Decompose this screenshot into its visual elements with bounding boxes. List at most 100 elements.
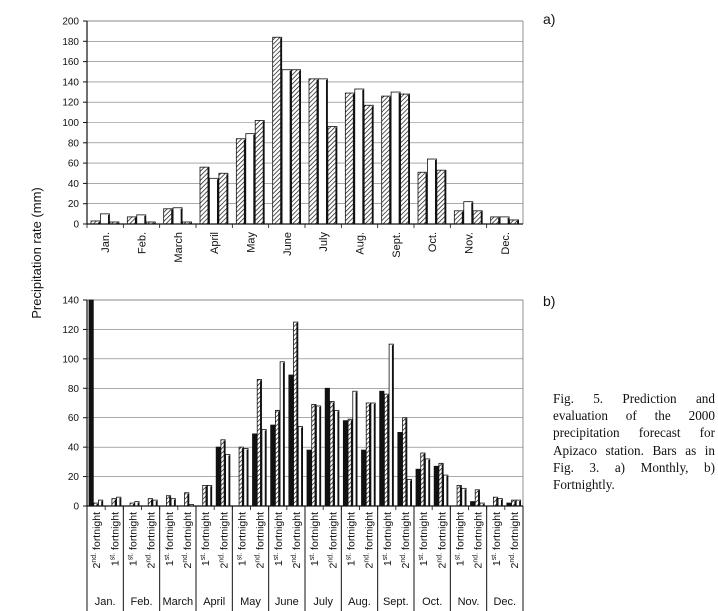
fortnightly-bar (397, 432, 403, 507)
monthly-bar-shade (107, 214, 110, 224)
fortnight-number: 2 (400, 562, 412, 568)
monthly-bar-shade (207, 168, 210, 224)
fortnightly-bar-shade (514, 501, 516, 506)
monthly-bar-shade (171, 209, 173, 224)
fortnightly-bar-shade (496, 498, 498, 506)
fortnight-number: 2 (364, 562, 376, 568)
fortnightly-y-tick-label: 100 (62, 354, 79, 365)
fortnight-word: fortnight (200, 512, 212, 553)
fortnight-suffix: nd. (509, 553, 516, 563)
monthly-x-tick-label: Oct. (427, 232, 439, 252)
monthly-y-tick-label: 40 (68, 179, 80, 190)
fortnightly-bar-shade (282, 362, 285, 506)
fortnight-number: 2 (291, 562, 303, 568)
fortnight-suffix: nd. (182, 553, 189, 563)
monthly-y-tick-label: 60 (68, 159, 80, 170)
monthly-bar-shade (289, 70, 292, 224)
fortnightly-x-tick-label: 2nd. fortnight (400, 512, 412, 569)
fortnight-word: fortnight (273, 512, 285, 553)
fortnight-word: fortnight (309, 512, 321, 553)
fortnight-suffix: st. (418, 553, 425, 560)
fortnightly-x-tick-label: 1st. fortnight (164, 512, 176, 566)
fortnightly-bar-shade (410, 480, 412, 506)
monthly-bar-shade (517, 220, 519, 224)
monthly-bar-shade (216, 179, 219, 224)
fortnightly-x-tick-label: 2nd. fortnight (182, 512, 194, 569)
monthly-bar-shade (335, 127, 337, 224)
monthly-bar-shade (398, 93, 401, 224)
fortnight-suffix: st. (382, 553, 389, 560)
fortnightly-bar-shade (441, 464, 444, 506)
monthly-bar-shade (444, 171, 446, 224)
fortnightly-x-tick-label: 2nd. fortnight (291, 512, 303, 569)
fortnightly-bar-shade (173, 499, 176, 506)
monthly-bar-shade (226, 174, 228, 224)
fortnightly-bar-shade (337, 411, 339, 506)
fortnight-number: 2 (182, 562, 194, 568)
fortnightly-x-tick-label: 1st. fortnight (345, 512, 357, 566)
fortnight-number: 2 (509, 562, 521, 568)
fortnightly-x-tick-label: 2nd. fortnight (473, 512, 485, 569)
fortnight-suffix: st. (345, 553, 352, 560)
fortnight-suffix: st. (491, 553, 498, 560)
fortnight-suffix: nd. (291, 553, 298, 563)
fortnightly-bar-shade (423, 454, 426, 506)
monthly-bar-shade (243, 139, 246, 224)
fortnightly-bar-shade (101, 501, 103, 506)
fortnightly-bar (379, 390, 385, 507)
fortnightly-x-tick-label: 2nd. fortnight (91, 512, 103, 569)
fortnightly-bar-shade (119, 498, 121, 506)
fortnightly-y-tick-label: 60 (68, 413, 80, 424)
fortnightly-bar (433, 465, 439, 507)
fortnightly-bar-shade (246, 449, 249, 506)
fortnight-word: fortnight (436, 512, 448, 553)
fortnight-word: fortnight (382, 512, 394, 553)
monthly-y-tick-label: 180 (62, 37, 79, 48)
fortnightly-bar-shade (151, 499, 153, 506)
fortnight-word: fortnight (182, 512, 194, 553)
fortnightly-bar-shade (500, 499, 503, 506)
fortnight-suffix: nd. (364, 553, 371, 563)
fortnightly-x-tick-label: 2nd. fortnight (255, 512, 267, 569)
fortnight-number: 1 (418, 560, 430, 566)
fortnightly-bar (306, 449, 312, 507)
monthly-bar-shade (352, 94, 355, 224)
month-group-label: June (275, 596, 299, 608)
fortnight-word: fortnight (218, 512, 230, 553)
fortnightly-y-tick-label: 0 (73, 502, 79, 513)
monthly-x-tick-label: July (318, 232, 330, 252)
fortnight-number: 1 (491, 560, 503, 566)
monthly-bar-shade (425, 173, 428, 224)
fortnightly-x-tick-label: 1st. fortnight (127, 512, 139, 566)
month-group-label: Jan. (95, 596, 116, 608)
monthly-bar-shade (299, 70, 301, 224)
fortnight-number: 1 (345, 560, 357, 566)
fortnight-word: fortnight (364, 512, 376, 553)
fortnightly-bar (288, 374, 294, 507)
monthly-x-tick-label: June (282, 232, 294, 256)
month-group-label: April (203, 596, 225, 608)
fortnight-suffix: nd. (327, 553, 334, 563)
monthly-x-tick-label: Nov. (464, 232, 476, 254)
monthly-bar-shade (134, 217, 137, 224)
fortnightly-bar (470, 501, 476, 507)
fortnightly-y-tick-label: 80 (68, 384, 80, 395)
month-group-label: Aug. (348, 596, 371, 608)
fortnightly-bar-shade (96, 504, 99, 506)
fortnight-suffix: st. (164, 553, 171, 560)
fortnight-word: fortnight (509, 512, 521, 553)
fortnightly-bar-shade (228, 455, 230, 506)
fortnight-word: fortnight (236, 512, 248, 553)
fortnightly-x-tick-label: 1st. fortnight (418, 512, 430, 566)
fortnight-number: 2 (327, 562, 339, 568)
month-group-label: Sept. (383, 596, 409, 608)
fortnight-word: fortnight (327, 512, 339, 553)
fortnight-suffix: st. (200, 553, 207, 560)
fortnight-word: fortnight (473, 512, 485, 553)
fortnightly-x-tick-label: 2nd. fortnight (218, 512, 230, 569)
fortnight-suffix: nd. (255, 553, 262, 563)
figure-caption: Fig. 5. Prediction and evaluation of the… (553, 391, 715, 493)
monthly-y-tick-label: 200 (62, 17, 79, 28)
monthly-bar-shade (507, 217, 510, 224)
monthly-bar-shade (325, 79, 328, 224)
